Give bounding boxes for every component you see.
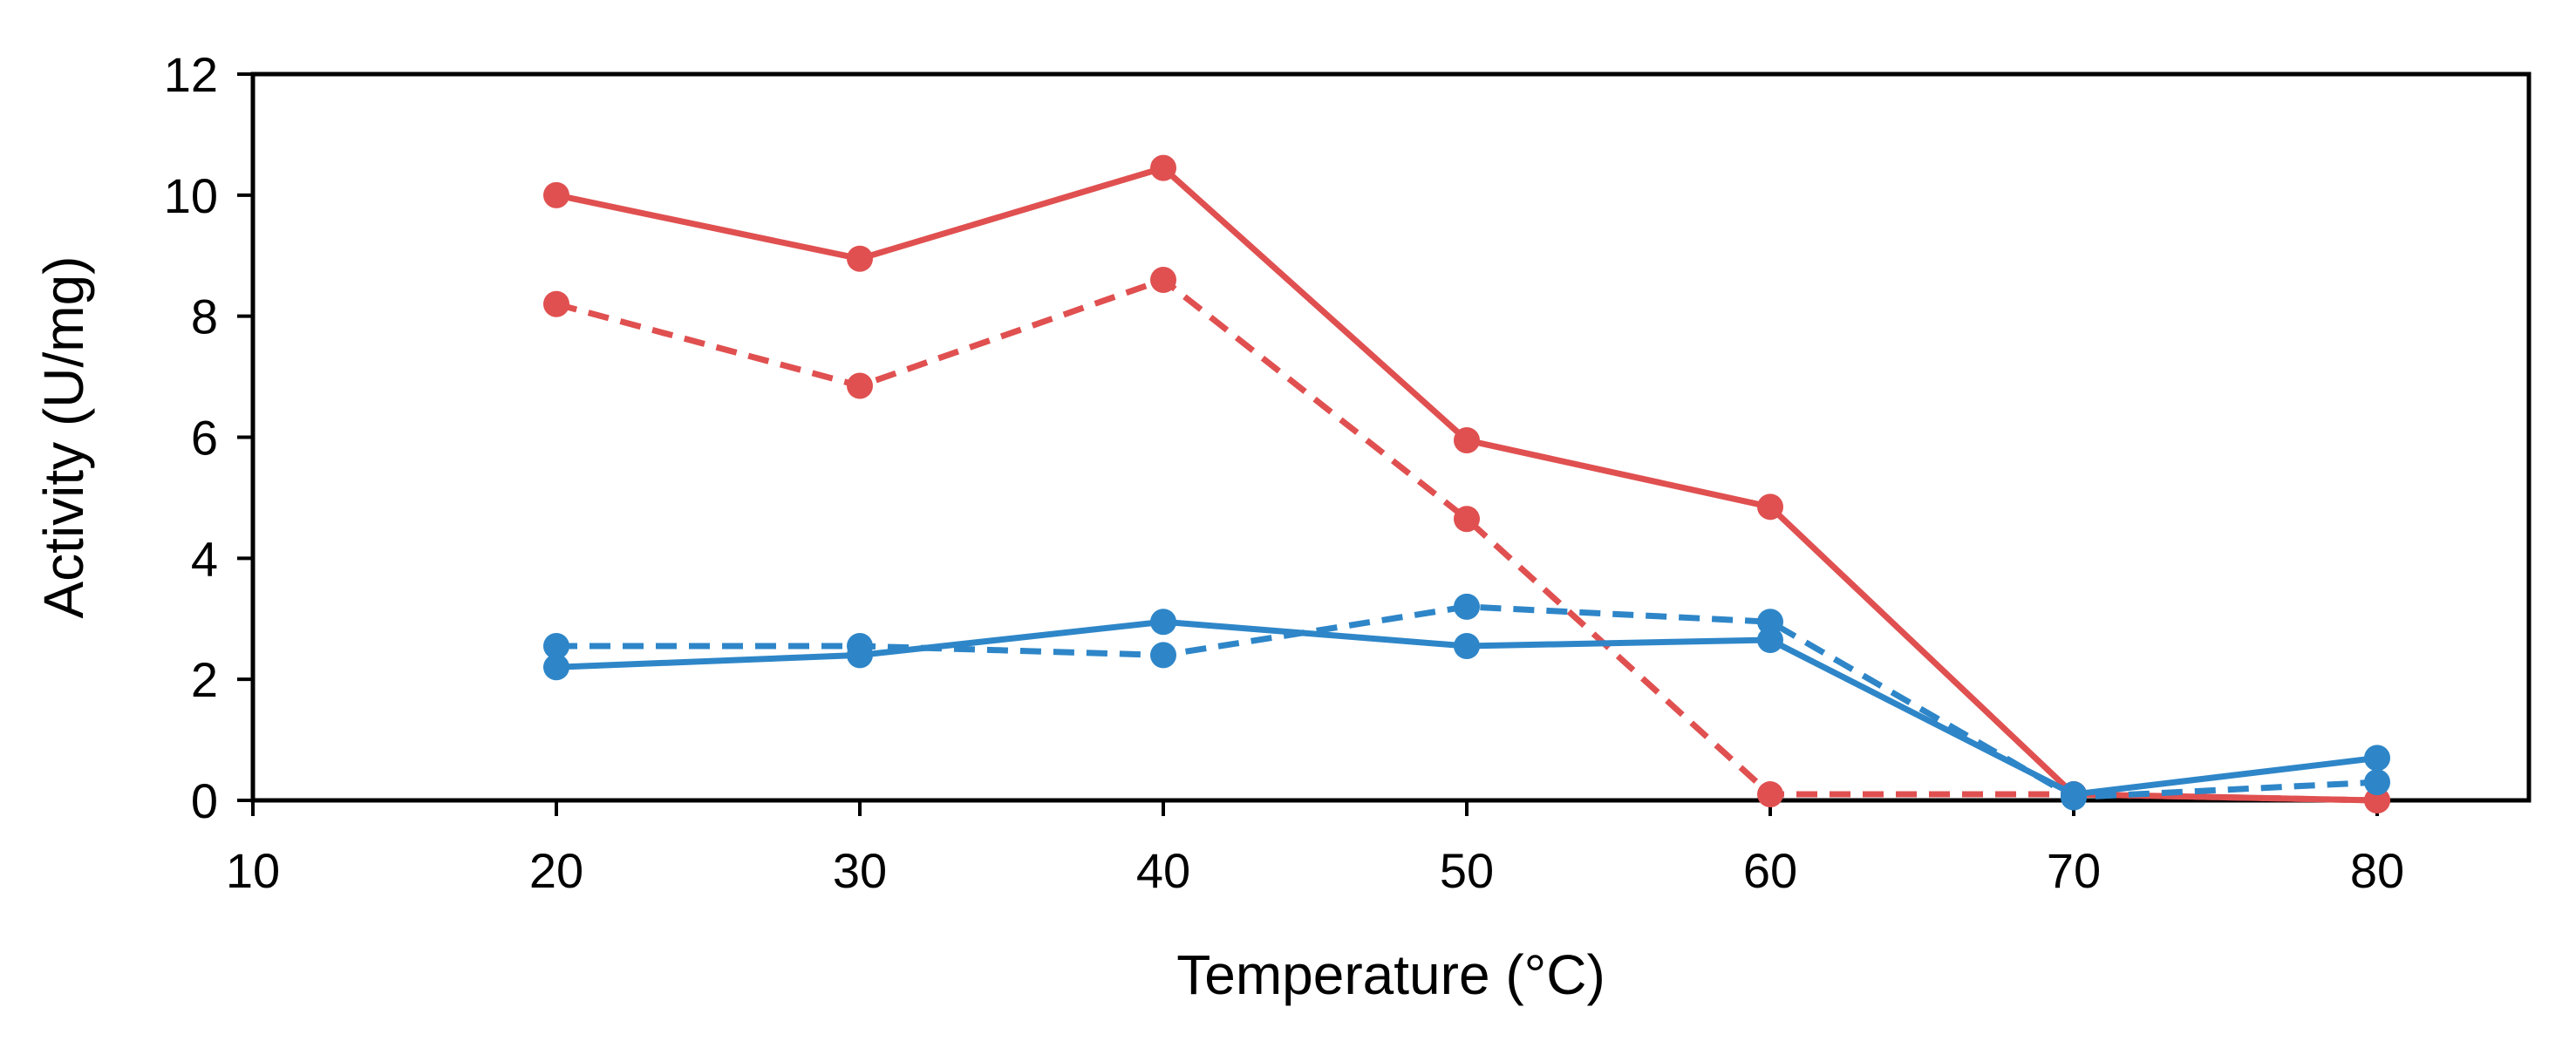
data-point [847,632,873,659]
y-tick-label: 6 [191,411,218,466]
data-point [2061,784,2087,811]
y-axis-title: Activity (U/mg) [32,256,95,619]
data-point [1150,267,1176,294]
y-tick-label: 10 [164,168,218,223]
axes: 0 2 4 6 8 10 12 10 20 30 40 50 60 70 80 [164,47,2532,898]
y-tick-label: 0 [191,773,218,828]
data-point [543,290,569,317]
series-red-solid [543,154,2390,813]
data-point [847,245,873,272]
data-point [2364,769,2390,796]
data-point [1757,609,1783,636]
y-tick-label: 12 [164,47,218,102]
y-tick-label: 2 [191,652,218,707]
x-tick-label: 50 [1440,843,1494,898]
series-blue-dashed [543,593,2390,811]
series-blue-solid [543,609,2390,808]
x-tick-label: 70 [2047,843,2101,898]
data-point [1150,154,1176,181]
data-point [543,632,569,659]
data-point [847,372,873,399]
data-point [2364,787,2390,813]
data-point [1150,609,1176,636]
data-point [1757,781,1783,808]
data-point [543,181,569,208]
x-tick-label: 60 [1743,843,1797,898]
x-axis-title: Temperature (°C) [1176,943,1605,1006]
data-point [1757,493,1783,520]
x-tick-label: 20 [529,843,583,898]
data-point [1454,593,1480,620]
series-red-dashed [543,267,2390,813]
series-line [555,276,2378,804]
data-point [1454,506,1480,533]
data-point [1757,627,1783,654]
data-point [1150,642,1176,669]
y-tick-label: 8 [191,289,218,344]
data-point [1454,426,1480,453]
x-tick-label: 40 [1136,843,1190,898]
x-tick-label: 80 [2350,843,2404,898]
x-tick-label: 10 [226,843,280,898]
series-group [543,154,2390,813]
data-point [1454,632,1480,659]
y-tick-label: 4 [191,531,218,586]
data-point [2364,745,2390,772]
x-tick-label: 30 [833,843,887,898]
series-line [555,165,2378,804]
data-point [543,654,569,681]
plot-frame [250,71,2532,803]
